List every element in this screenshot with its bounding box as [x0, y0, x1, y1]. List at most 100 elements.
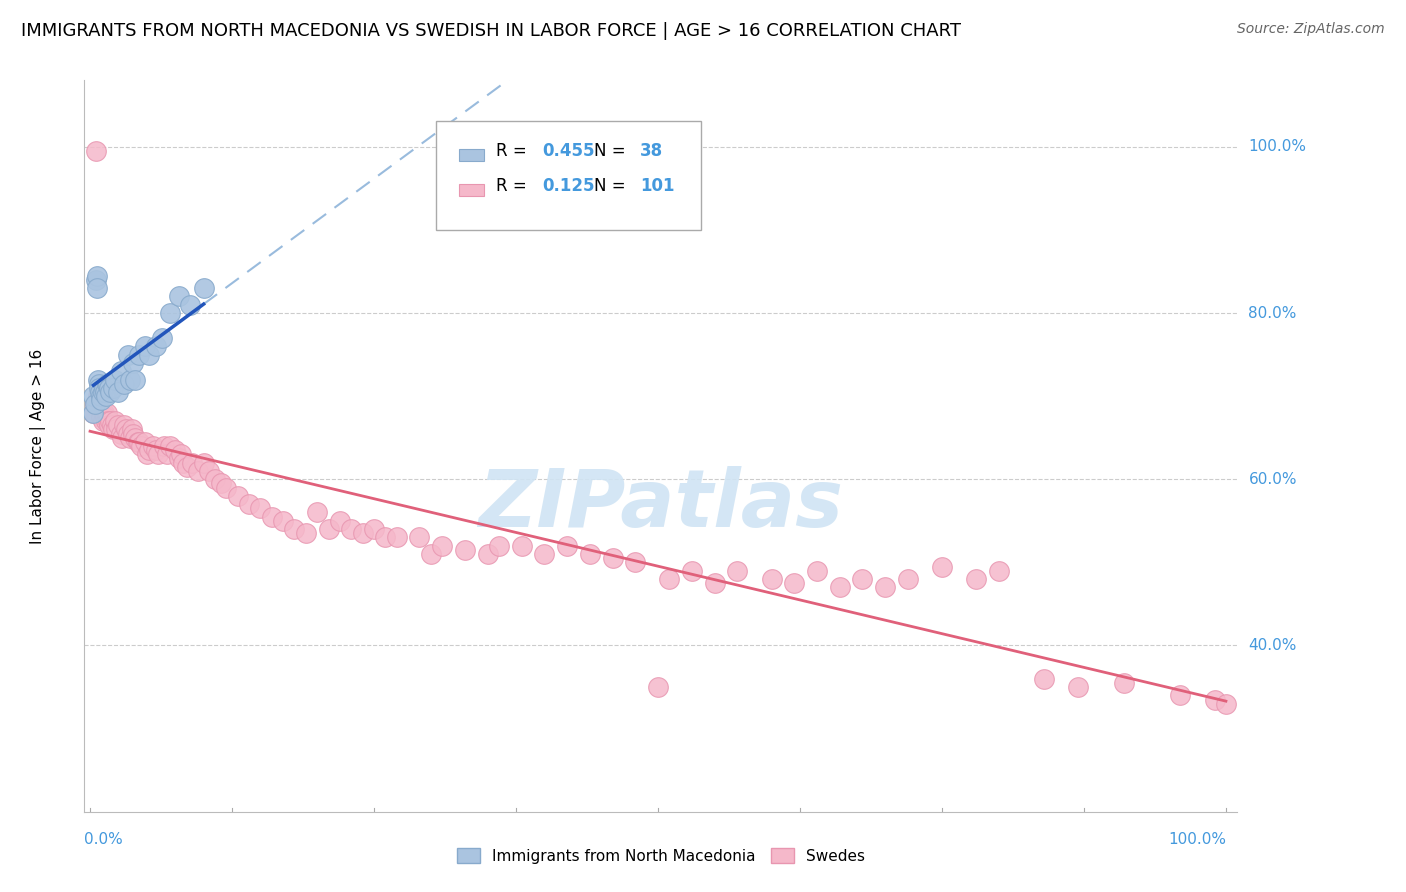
Point — [159, 439, 181, 453]
Point — [101, 422, 124, 436]
Point — [107, 384, 129, 399]
Point — [98, 418, 121, 433]
Point — [111, 431, 134, 445]
Point — [260, 509, 283, 524]
Point — [145, 339, 167, 353]
Point — [249, 501, 271, 516]
Point — [965, 572, 987, 586]
Point — [167, 289, 190, 303]
Text: IMMIGRANTS FROM NORTH MACEDONIA VS SWEDISH IN LABOR FORCE | AGE > 16 CORRELATION: IMMIGRANTS FROM NORTH MACEDONIA VS SWEDI… — [21, 22, 962, 40]
Point — [187, 464, 209, 478]
Point — [647, 680, 669, 694]
Point — [134, 339, 156, 353]
Point — [87, 389, 110, 403]
Point — [83, 397, 105, 411]
Point — [100, 418, 122, 433]
Point — [89, 384, 111, 399]
Legend: Immigrants from North Macedonia, Swedes: Immigrants from North Macedonia, Swedes — [451, 842, 870, 870]
Point — [329, 514, 352, 528]
Point — [181, 456, 204, 470]
Point — [110, 426, 132, 441]
Text: N =: N = — [593, 142, 631, 161]
Point — [987, 564, 1010, 578]
Point — [135, 447, 157, 461]
Point — [408, 530, 430, 544]
Point — [340, 522, 363, 536]
Point — [86, 281, 108, 295]
Point — [94, 384, 117, 399]
Point — [454, 542, 477, 557]
Point — [658, 572, 681, 586]
Point — [226, 489, 249, 503]
Point — [91, 384, 114, 399]
Point — [1067, 680, 1090, 694]
Point — [129, 439, 152, 453]
Point — [703, 576, 725, 591]
Point — [118, 431, 141, 445]
FancyBboxPatch shape — [460, 149, 485, 161]
Point — [97, 376, 120, 391]
Text: 0.455: 0.455 — [543, 142, 595, 161]
Point — [86, 268, 108, 283]
Point — [97, 414, 120, 428]
FancyBboxPatch shape — [436, 120, 702, 230]
Point — [122, 426, 145, 441]
Point — [82, 406, 104, 420]
Point — [100, 414, 122, 428]
Point — [90, 409, 112, 424]
Point — [374, 530, 396, 544]
Point — [101, 381, 124, 395]
Point — [117, 426, 139, 441]
Point — [138, 348, 160, 362]
Text: ZIPatlas: ZIPatlas — [478, 466, 844, 543]
Point — [875, 580, 897, 594]
Point — [488, 539, 510, 553]
Point — [94, 389, 117, 403]
Point — [419, 547, 441, 561]
Point — [193, 456, 215, 470]
Text: 40.0%: 40.0% — [1249, 638, 1296, 653]
Text: In Labor Force | Age > 16: In Labor Force | Age > 16 — [31, 349, 46, 543]
Point — [141, 439, 163, 453]
Point — [96, 376, 118, 391]
Text: R =: R = — [496, 178, 531, 195]
Point — [271, 514, 294, 528]
Point — [153, 439, 176, 453]
FancyBboxPatch shape — [460, 185, 485, 196]
Point — [533, 547, 555, 561]
Point — [170, 447, 193, 461]
Point — [295, 526, 318, 541]
Point — [681, 564, 703, 578]
Point — [602, 551, 624, 566]
Point — [83, 397, 105, 411]
Point — [100, 384, 122, 399]
Point — [176, 459, 198, 474]
Point — [124, 431, 146, 445]
Point — [851, 572, 873, 586]
Point — [112, 418, 135, 433]
Point — [104, 372, 127, 386]
Point — [118, 372, 141, 386]
Point — [93, 381, 115, 395]
Text: R =: R = — [496, 142, 531, 161]
Point — [90, 389, 112, 403]
Point — [510, 539, 533, 553]
Text: 100.0%: 100.0% — [1249, 139, 1306, 154]
Point — [430, 539, 453, 553]
Point — [138, 443, 160, 458]
Point — [1215, 697, 1237, 711]
Text: 100.0%: 100.0% — [1168, 832, 1226, 847]
Text: 101: 101 — [640, 178, 675, 195]
Point — [128, 434, 150, 449]
Point — [897, 572, 920, 586]
Point — [238, 497, 260, 511]
Point — [307, 506, 329, 520]
Text: Source: ZipAtlas.com: Source: ZipAtlas.com — [1237, 22, 1385, 37]
Point — [94, 414, 117, 428]
Point — [117, 348, 139, 362]
Point — [477, 547, 499, 561]
Point — [783, 576, 806, 591]
Point — [94, 409, 117, 424]
Point — [761, 572, 783, 586]
Point — [363, 522, 385, 536]
